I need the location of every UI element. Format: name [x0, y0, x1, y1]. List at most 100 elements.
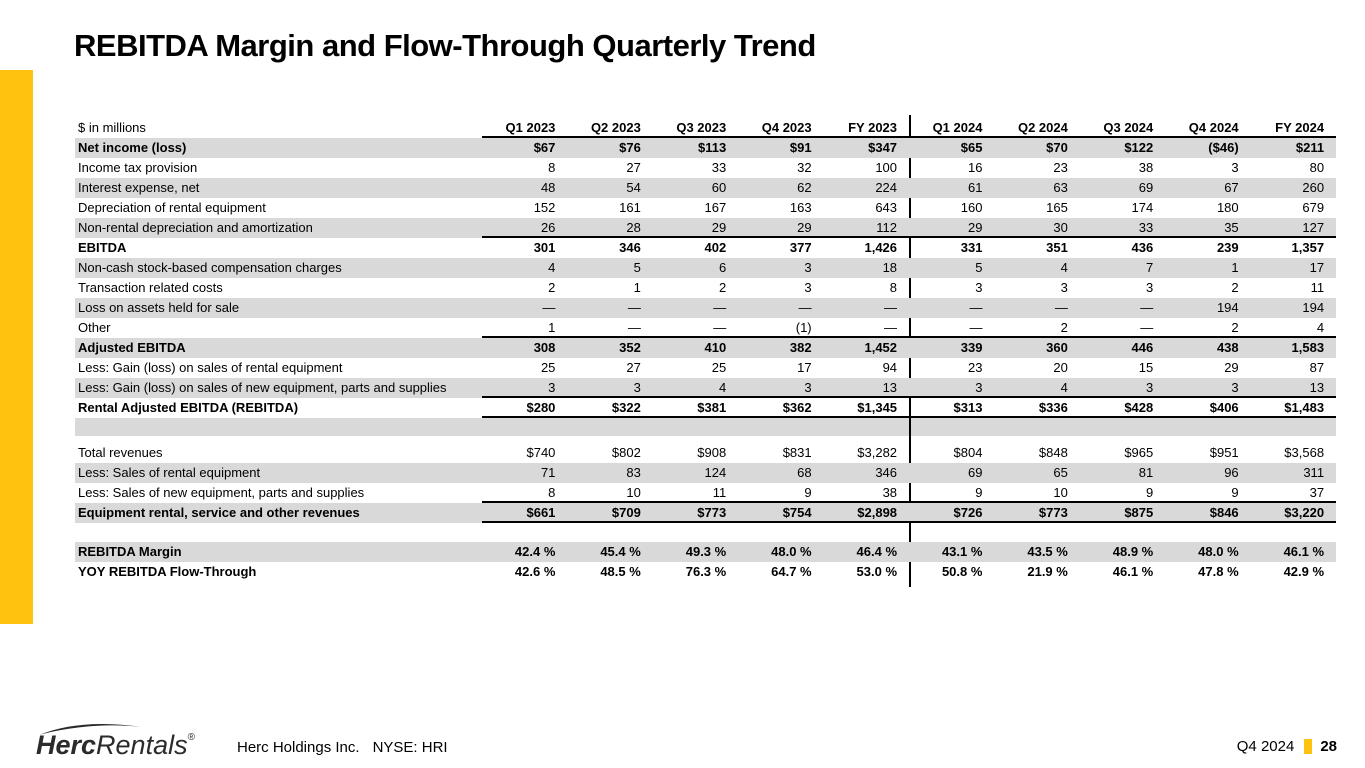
value-cell: 68 [797, 465, 812, 480]
column-header: Q1 2023 [505, 120, 556, 135]
value-cell: 679 [1302, 200, 1325, 215]
value-cell: 38 [882, 485, 898, 500]
table-row: Income tax provision 8 27 33 32 100 16 23 38 3 80 [75, 158, 1336, 178]
value-cell: 224 [875, 180, 898, 195]
table-row: Less: Sales of new equipment, parts and … [75, 483, 1336, 503]
value-cell: 260 [1302, 180, 1325, 195]
value-cell: 48.9 % [1112, 544, 1154, 559]
value-cell: 3 [1146, 380, 1154, 395]
value-cell: 48.5 % [600, 564, 641, 579]
value-cell: 1 [548, 320, 556, 335]
value-cell: 49.3 % [685, 544, 727, 559]
value-cell: ($46) [1208, 140, 1239, 155]
value-cell: — [1054, 300, 1068, 315]
value-cell: $336 [1038, 400, 1068, 415]
value-cell: 112 [876, 220, 898, 235]
value-cell: 25 [711, 360, 727, 375]
row-label: Rental Adjusted EBITDA (REBITDA) [78, 400, 299, 415]
value-cell: — [884, 300, 898, 315]
value-cell: 5 [975, 260, 983, 275]
value-cell: 124 [704, 465, 727, 480]
value-cell: 2 [718, 280, 727, 295]
table-row: Less: Gain (loss) on sales of new equipm… [75, 378, 1336, 398]
value-cell: 6 [718, 260, 727, 275]
value-cell: 60 [711, 180, 727, 195]
column-header: Q3 2024 [1103, 120, 1154, 135]
table-row: Non-cash stock-based compensation charge… [75, 258, 1336, 278]
column-header: Q4 2024 [1188, 120, 1239, 135]
value-cell: 71 [540, 465, 556, 480]
value-cell: 48.0 % [771, 544, 812, 559]
value-cell: 69 [967, 465, 983, 480]
value-cell: $875 [1124, 505, 1154, 520]
row-label: Adjusted EBITDA [78, 340, 186, 355]
value-cell: $661 [526, 505, 556, 520]
value-cell: 81 [1138, 465, 1154, 480]
page-number: 28 [1320, 738, 1337, 755]
value-cell: 2 [1231, 280, 1239, 295]
value-cell: 29 [797, 220, 812, 235]
row-values: $280 $322 $381 $362 $1,345 $313 $336 $428 $406 $1… [482, 398, 1336, 418]
row-label: Equipment rental, service and other reve… [78, 505, 360, 520]
value-cell: 29 [1224, 360, 1239, 375]
value-cell: 1 [1231, 260, 1239, 275]
value-cell: 167 [704, 200, 727, 215]
value-cell: 48.0 % [1198, 544, 1239, 559]
value-cell: 27 [626, 160, 641, 175]
spacer-row [75, 418, 1336, 436]
row-label: Less: Gain (loss) on sales of rental equ… [78, 360, 343, 375]
value-cell: 42.6 % [514, 564, 556, 579]
value-cell: 3 [1146, 280, 1154, 295]
registered-mark: ® [187, 732, 195, 743]
value-cell: — [1140, 300, 1154, 315]
value-cell: 46.4 % [856, 544, 898, 559]
value-cell: 76.3 % [685, 564, 727, 579]
value-cell: — [969, 300, 983, 315]
value-cell: — [542, 300, 556, 315]
value-cell: $848 [1038, 445, 1068, 460]
value-cell: 62 [797, 180, 812, 195]
value-cell: — [713, 300, 727, 315]
value-cell: $804 [953, 445, 983, 460]
value-cell: 63 [1053, 180, 1068, 195]
value-cell: 9 [804, 485, 812, 500]
value-cell: 3 [1231, 380, 1239, 395]
value-cell: 17 [797, 360, 812, 375]
value-cell: 10 [1053, 485, 1068, 500]
value-cell: 13 [882, 380, 898, 395]
value-cell: 21.9 % [1027, 564, 1068, 579]
header-columns: Q1 2023 Q2 2023 Q3 2023 Q4 2023 FY 2023 Q1 20… [482, 118, 1336, 138]
row-label: Income tax provision [78, 160, 198, 175]
value-cell: $313 [953, 400, 983, 415]
value-cell: $347 [868, 140, 898, 155]
value-cell: 10 [626, 485, 641, 500]
value-cell: 7 [1146, 260, 1154, 275]
value-cell: 30 [1053, 220, 1068, 235]
row-label: Depreciation of rental equipment [78, 200, 266, 215]
value-cell: 54 [626, 180, 641, 195]
value-cell: 194 [1302, 300, 1325, 315]
value-cell: 53.0 % [856, 564, 898, 579]
value-cell: 446 [1131, 340, 1154, 355]
row-values: $67 $76 $113 $91 $347 $65 $70 $122 ($46) $211 [482, 138, 1336, 158]
value-cell: 42.9 % [1283, 564, 1325, 579]
value-cell: 94 [882, 360, 898, 375]
value-cell: 308 [533, 340, 556, 355]
value-cell: 1 [633, 280, 641, 295]
logo-text-rentals: Rentals [96, 730, 188, 760]
value-cell: 46.1 % [1283, 544, 1325, 559]
value-cell: — [713, 320, 727, 335]
value-cell: $3,282 [857, 445, 898, 460]
value-cell: 4 [718, 380, 727, 395]
row-label: Less: Sales of rental equipment [78, 465, 261, 480]
value-cell: 69 [1138, 180, 1154, 195]
table-row: Other 1 — — (1) — — 2 — 2 4 [75, 318, 1336, 338]
value-cell: $67 [533, 140, 556, 155]
row-label: Net income (loss) [78, 140, 187, 155]
logo-text-herc: Herc [36, 730, 97, 760]
value-cell: $3,220 [1284, 505, 1325, 520]
value-cell: 42.4 % [514, 544, 556, 559]
value-cell: — [884, 320, 898, 335]
value-cell: 13 [1309, 380, 1325, 395]
value-cell: 165 [1046, 200, 1068, 215]
